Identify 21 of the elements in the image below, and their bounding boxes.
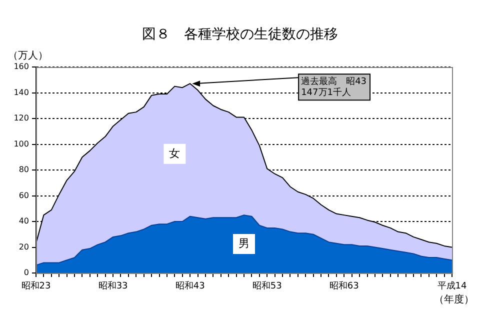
y-tick-label: 60 (18, 190, 29, 200)
x-tick-label: 昭和63 (329, 280, 359, 292)
x-tick-label: 昭和23 (21, 280, 51, 292)
y-tick-label: 20 (18, 242, 29, 252)
y-tick-label: 80 (18, 165, 29, 174)
series-label: 女 (169, 146, 180, 160)
x-tick-label: 平成14 (437, 280, 467, 292)
annotation: 過去最高 昭43 147万1千人 (301, 76, 367, 98)
x-axis-title: （年度） (434, 294, 474, 306)
y-tick-label: 120 (14, 114, 29, 123)
y-tick-label: 160 (14, 62, 29, 72)
y-tick-label: 100 (14, 139, 29, 148)
y-tick-label: 140 (14, 88, 29, 97)
y-tick-label: 0 (24, 268, 29, 278)
y-axis-title: （万人） (8, 50, 48, 62)
series-label: 男 (238, 236, 250, 250)
x-tick-label: 昭和43 (175, 280, 205, 292)
x-tick-label: 昭和53 (252, 280, 282, 292)
y-tick-label: 40 (18, 216, 29, 226)
x-tick-label: 昭和33 (98, 280, 128, 292)
chart-title: 図８ 各種学校の生徒数の推移 (142, 26, 338, 43)
